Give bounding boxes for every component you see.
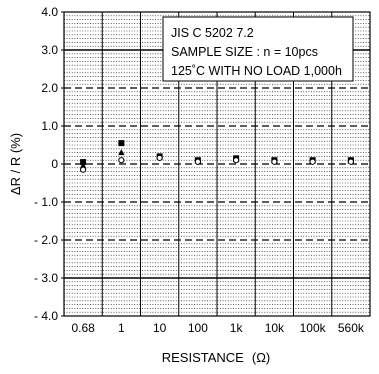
point-min-circle (309, 158, 316, 165)
point-max-square (80, 159, 87, 166)
point-min-circle (80, 166, 87, 173)
point-min-circle (156, 154, 163, 162)
x-tick-label: 0.68 (71, 321, 95, 335)
x-axis-label: RESISTANCE (Ω) (162, 350, 271, 365)
y-tick-label: 2.0 (41, 81, 58, 95)
point-min-circle (347, 158, 354, 165)
x-axis-label-unit: (Ω) (252, 350, 270, 365)
x-tick-labels: 0.68 1 10 100 1k 10k 100k 560k (71, 321, 364, 335)
annotation-line-3: 125˚C WITH NO LOAD 1,000h (171, 64, 342, 78)
annotation-line-2: SAMPLE SIZE : n = 10pcs (171, 45, 318, 59)
x-tick-label: 1k (230, 321, 244, 335)
y-axis-label: ΔR / R (%) (8, 133, 23, 195)
annotation-box: JIS C 5202 7.2 SAMPLE SIZE : n = 10pcs 1… (162, 16, 354, 82)
annotation-line-1: JIS C 5202 7.2 (171, 26, 254, 40)
y-tick-label: 0 (51, 157, 58, 171)
point-min-circle (233, 157, 240, 164)
y-tick-label: - 3.0 (34, 271, 58, 285)
point-avg-triangle (79, 162, 87, 169)
y-tick-label: - 2.0 (34, 233, 58, 247)
point-min-circle (271, 158, 278, 165)
annotation-background (162, 16, 354, 82)
x-tick-label: 1 (118, 321, 125, 335)
y-tick-label: 3.0 (41, 43, 58, 57)
x-tick-label: 10 (153, 321, 167, 335)
x-tick-label: 100k (300, 321, 327, 335)
data-points (79, 140, 355, 173)
point-min-circle (118, 157, 125, 164)
x-tick-label: 100 (188, 321, 208, 335)
y-tick-labels: 4.0 3.0 2.0 1.0 0 - 1.0 - 2.0 - 3.0 - 4.0 (34, 5, 64, 323)
y-tick-label: - 4.0 (34, 309, 58, 323)
x-tick-label: 10k (265, 321, 285, 335)
y-tick-label: - 1.0 (34, 195, 58, 209)
y-tick-label: 1.0 (41, 119, 58, 133)
point-max-square (118, 140, 125, 147)
point-avg-triangle (118, 149, 125, 156)
point-min-circle (194, 158, 201, 165)
x-tick-label: 560k (338, 321, 365, 335)
x-axis-label-text: RESISTANCE (162, 350, 244, 365)
y-tick-label: 4.0 (41, 5, 58, 19)
